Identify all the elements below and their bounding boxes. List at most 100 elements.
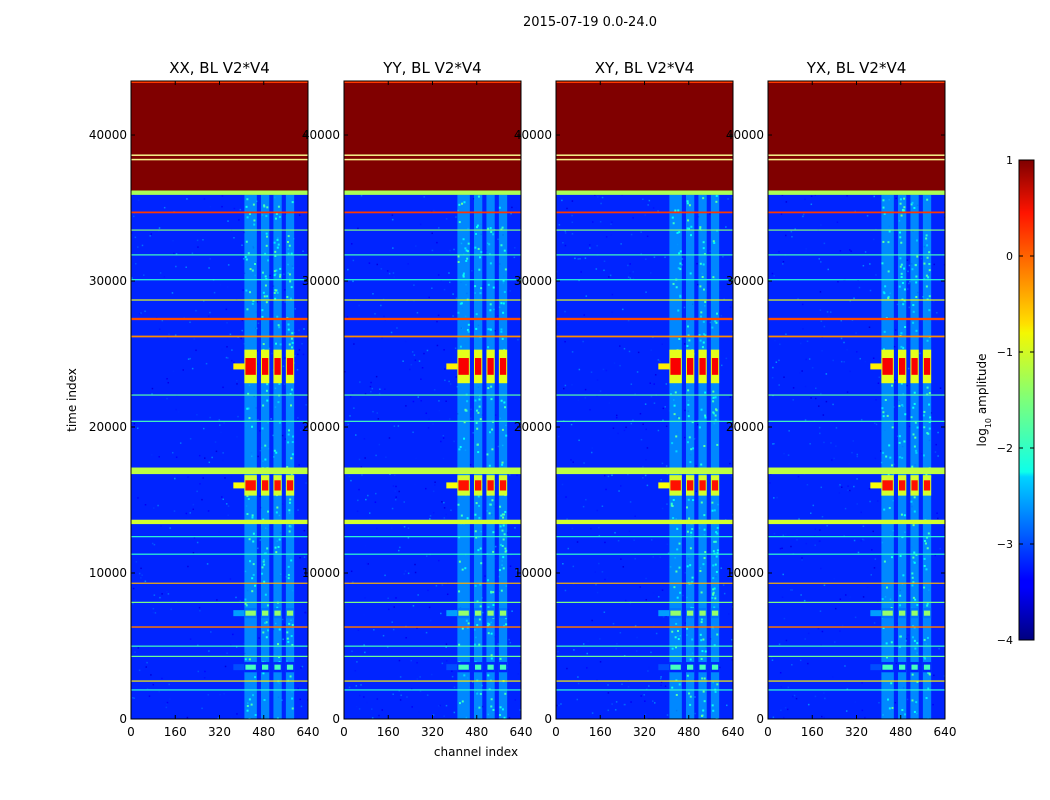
time-flag-line [344,582,521,584]
noise-pixel [173,252,175,255]
rfi-speckle [288,273,291,276]
noise-pixel [793,694,796,697]
time-flag-line [556,229,733,231]
rfi-speckle [886,414,889,417]
noise-pixel [856,455,859,458]
noise-pixel [242,289,244,291]
noise-pixel [943,264,945,266]
noise-pixel [607,475,610,478]
noise-pixel [811,367,814,369]
noise-pixel [696,262,698,265]
rfi-speckle [690,531,693,534]
noise-pixel [837,280,839,283]
noise-pixel [791,236,793,238]
rfi-speckle [928,391,931,394]
rfi-speckle [461,627,464,630]
rfi-speckle [675,646,678,649]
saturated-band-line [131,154,308,156]
time-flag-line [344,553,521,555]
noise-pixel [846,391,849,393]
noise-pixel [181,526,183,528]
noise-pixel [509,290,511,292]
noise-pixel [272,434,274,437]
noise-pixel [919,352,921,355]
noise-pixel [413,354,416,356]
noise-pixel [283,623,286,626]
noise-pixel [561,199,563,202]
burst-tail [233,363,245,370]
noise-pixel [932,703,934,706]
noise-pixel [938,647,940,650]
rfi-speckle [702,288,705,291]
rfi-speckle [929,416,932,419]
rfi-speckle [489,303,492,306]
noise-pixel [730,475,733,478]
noise-pixel [222,452,224,454]
rfi-speckle [926,339,929,342]
noise-pixel [431,673,433,676]
rfi-speckle [690,234,693,237]
noise-pixel [769,482,771,484]
noise-pixel [596,395,598,397]
noise-pixel [855,332,857,334]
noise-pixel [445,218,448,220]
colorbar-tick-label: 0 [1006,250,1013,263]
noise-pixel [414,571,417,574]
noise-pixel [646,447,649,449]
noise-pixel [695,464,697,467]
rfi-speckle [925,697,928,700]
noise-pixel [875,423,878,426]
noise-pixel [448,272,450,274]
noise-pixel [357,227,359,230]
noise-pixel [854,210,857,213]
noise-pixel [355,434,357,436]
rfi-speckle [901,208,904,211]
rfi-speckle [704,300,707,303]
noise-pixel [410,363,413,366]
noise-pixel [381,709,384,711]
noise-pixel [144,310,146,313]
noise-pixel [557,435,560,438]
rfi-speckle [885,642,888,645]
noise-pixel [771,272,774,275]
rfi-speckle [913,206,916,209]
noise-pixel [666,543,669,546]
noise-pixel [407,263,409,265]
noise-pixel [350,479,352,482]
rfi-speckle [477,247,480,250]
rfi-speckle [488,464,491,467]
rfi-speckle [467,242,470,245]
noise-pixel [645,291,647,293]
time-flag-line [344,680,521,682]
rfi-burst-core [261,480,269,491]
noise-pixel [197,246,199,248]
noise-pixel [404,340,407,343]
noise-pixel [195,309,197,312]
noise-pixel [516,569,518,572]
rfi-speckle [252,573,255,576]
rfi-speckle [926,244,929,247]
noise-pixel [359,381,361,383]
noise-pixel [820,392,822,395]
noise-pixel [393,425,396,427]
noise-pixel [615,701,618,703]
noise-pixel [168,333,170,336]
noise-pixel [931,684,933,687]
rfi-speckle [926,536,929,539]
noise-pixel [509,215,511,217]
noise-pixel [804,198,806,201]
noise-pixel [839,250,842,252]
noise-pixel [939,560,942,562]
noise-pixel [894,329,897,331]
noise-pixel [773,275,775,277]
noise-pixel [557,326,559,328]
noise-pixel [854,616,857,619]
noise-pixel [590,371,593,373]
time-flag-line [131,601,308,603]
noise-pixel [372,410,374,413]
noise-pixel [496,315,499,317]
rfi-speckle [489,503,492,506]
noise-pixel [629,272,631,275]
noise-pixel [355,685,358,687]
rfi-speckle [275,212,278,215]
